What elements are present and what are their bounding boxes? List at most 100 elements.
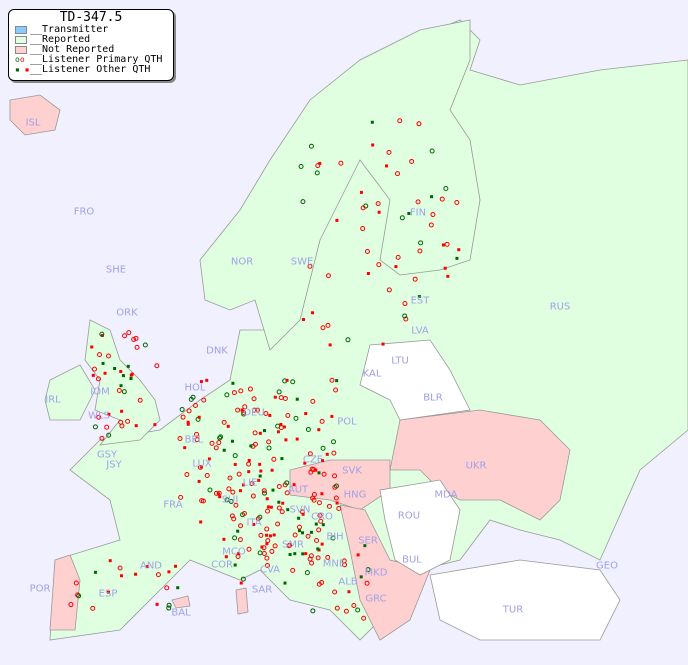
- listener-primary-qth-marker: [287, 542, 293, 548]
- listener-primary-qth-marker: [320, 325, 326, 331]
- listener-other-qth-marker: [268, 534, 272, 538]
- listener-other-qth-marker: [316, 547, 320, 551]
- listener-other-qth-marker: [363, 544, 367, 548]
- listener-primary-qth-marker: [179, 406, 185, 412]
- listener-other-qth-marker: [293, 552, 297, 556]
- listener-other-qth-marker: [197, 415, 201, 419]
- listener-primary-qth-marker: [355, 607, 361, 613]
- listener-other-qth-marker: [121, 374, 125, 378]
- country-label-svn: SVN: [289, 504, 311, 516]
- listener-primary-qth-marker: [263, 410, 269, 416]
- listener-primary-qth-marker: [186, 408, 192, 414]
- listener-other-qth-marker: [320, 492, 324, 496]
- listener-other-qth-marker: [233, 462, 237, 466]
- listener-other-qth-marker: [295, 437, 299, 441]
- listener-primary-qth-marker: [403, 316, 409, 322]
- country-label-cze: CZE: [302, 454, 324, 466]
- not-reported-swatch: [15, 46, 27, 54]
- country-label-est: EST: [410, 295, 430, 307]
- listener-other-qth-marker: [130, 372, 134, 376]
- listener-primary-qth-marker: [386, 149, 392, 155]
- listener-other-qth-marker: [297, 529, 301, 533]
- listener-other-qth-marker: [167, 570, 171, 574]
- listener-primary-qth-marker: [454, 200, 460, 206]
- listener-primary-qth-marker: [117, 565, 123, 571]
- listener-other-qth-marker: [199, 520, 203, 524]
- listener-primary-qth-marker: [333, 387, 339, 393]
- listener-primary-qth-marker: [264, 526, 270, 532]
- listener-primary-qth-marker: [318, 518, 324, 524]
- listener-other-qth-marker: [381, 342, 385, 346]
- listener-primary-qth-marker: [316, 527, 322, 533]
- listener-other-qth-marker: [100, 334, 104, 338]
- listener-other-qth-marker: [304, 552, 308, 556]
- listener-primary-qth-marker: [261, 488, 267, 494]
- listener-other-qth-marker: [252, 522, 256, 526]
- listener-other-qth-marker: [233, 563, 237, 567]
- listener-primary-qth-marker: [311, 497, 317, 503]
- listener-primary-qth-marker: [376, 262, 382, 268]
- listener-other-qth-marker: [303, 461, 307, 465]
- listener-primary-qth-marker: [96, 414, 102, 420]
- country-label-aut: AUT: [287, 484, 309, 496]
- country-label-fro: FRO: [73, 206, 95, 218]
- country-label-fin: FIN: [409, 207, 427, 219]
- listener-primary-qth-marker: [309, 560, 315, 566]
- listener-primary-qth-marker: [240, 576, 246, 582]
- legend-item-other-qth: ▪ ▪ __Listener Other QTH: [15, 65, 173, 75]
- country-label-ork: ORK: [116, 307, 138, 319]
- country-label-grc: GRC: [365, 593, 387, 605]
- listener-primary-qth-marker: [315, 555, 321, 561]
- land-scandinavia: [199, 19, 481, 351]
- listener-other-qth-marker: [241, 483, 245, 487]
- listener-primary-qth-marker: [213, 490, 219, 496]
- listener-other-qth-marker: [281, 501, 285, 505]
- listener-other-qth-marker: [90, 345, 94, 349]
- listener-primary-qth-marker: [231, 390, 237, 396]
- listener-primary-qth-marker: [264, 555, 270, 561]
- land-ireland: [44, 364, 96, 421]
- listener-primary-qth-marker: [308, 469, 314, 475]
- listener-primary-qth-marker: [235, 553, 241, 559]
- listener-other-qth-marker: [325, 452, 329, 456]
- listener-other-qth-marker: [270, 468, 274, 472]
- country-label-smr: SMR: [282, 539, 304, 551]
- listener-primary-qth-marker: [330, 535, 336, 541]
- listener-other-qth-marker: [247, 470, 251, 474]
- listener-other-qth-marker: [107, 412, 111, 416]
- country-label-mne: MNE: [322, 558, 346, 570]
- listener-other-qth-marker: [370, 120, 374, 124]
- listener-other-qth-marker: [106, 590, 110, 594]
- listener-primary-qth-marker: [332, 473, 338, 479]
- listener-other-qth-marker: [443, 266, 447, 270]
- listener-primary-qth-marker: [308, 553, 314, 559]
- listener-primary-qth-marker: [75, 592, 81, 598]
- legend-item-transmitter: __Transmitter: [15, 25, 173, 35]
- listener-primary-qth-marker: [199, 498, 205, 504]
- listener-other-qth-marker: [301, 317, 305, 321]
- listener-primary-qth-marker: [261, 551, 267, 557]
- listener-primary-qth-marker: [290, 567, 296, 573]
- listener-primary-qth-marker: [246, 461, 252, 467]
- listener-primary-qth-marker: [375, 201, 381, 207]
- country-label-bul: BUL: [402, 554, 422, 566]
- listener-other-qth-marker: [304, 411, 308, 415]
- country-blr-ltu: [359, 339, 471, 421]
- listener-other-qth-marker: [271, 488, 275, 492]
- country-label-alb: ALB: [338, 576, 358, 588]
- listener-primary-qth-marker: [188, 396, 194, 402]
- listener-primary-qth-marker: [343, 608, 349, 614]
- listener-other-qth-marker: [222, 537, 226, 541]
- listener-primary-qth-marker: [237, 537, 243, 543]
- listener-primary-qth-marker: [336, 505, 342, 511]
- listener-primary-qth-marker: [194, 431, 200, 437]
- listener-primary-qth-marker: [299, 509, 305, 515]
- listener-primary-qth-marker: [272, 543, 278, 549]
- listener-other-qth-marker: [153, 423, 157, 427]
- listener-primary-qth-marker: [416, 121, 422, 127]
- listener-other-qth-marker: [359, 190, 363, 194]
- listener-other-qth-marker: [207, 457, 211, 461]
- listener-primary-qth-marker: [275, 521, 281, 527]
- listener-primary-qth-marker: [331, 450, 337, 456]
- listener-other-qth-marker: [236, 529, 240, 533]
